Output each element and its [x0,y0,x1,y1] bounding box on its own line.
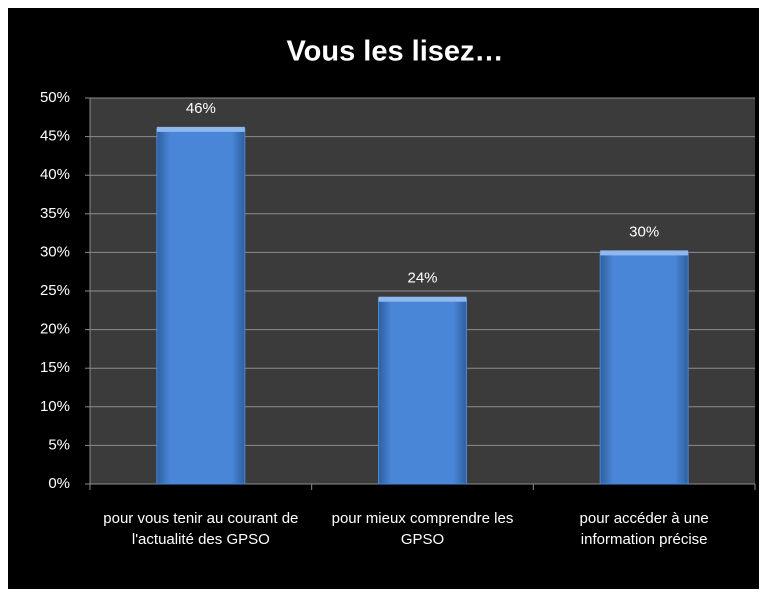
bar [156,128,246,485]
y-tick-label: 30% [40,243,70,260]
y-tick-label: 0% [48,475,70,492]
y-tick-label: 15% [40,359,70,376]
bar-top [156,126,245,132]
x-tick-label: pour accéder à une information précise [579,510,709,548]
x-tick-label: pour mieux comprendre les GPSO [331,510,514,548]
y-tick-label: 25% [40,282,70,299]
x-tick-label: pour vous tenir au courant de l'actualit… [103,510,299,548]
bar-top [600,250,689,256]
y-tick-label: 10% [40,398,70,415]
y-tick-label: 40% [40,166,70,183]
chart-title: Vous les lisez… [286,36,503,68]
y-tick-label: 50% [40,89,70,106]
y-tick-label: 20% [40,321,70,338]
y-tick-label: 5% [48,436,70,453]
data-label: 24% [407,270,437,287]
data-label: 46% [186,100,216,117]
data-label: 30% [629,223,659,240]
bar [599,251,689,485]
bar-top [378,296,467,302]
y-tick-label: 35% [40,205,70,222]
y-tick-label: 45% [40,128,70,145]
bar [378,298,467,485]
